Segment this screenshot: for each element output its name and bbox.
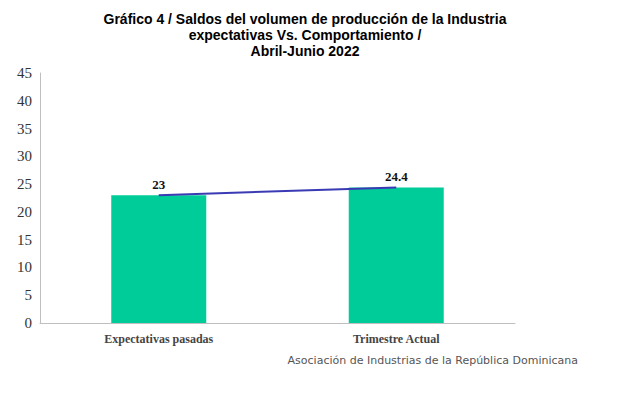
svg-text:Trimestre Actual: Trimestre Actual (353, 332, 440, 346)
svg-text:35: 35 (17, 121, 32, 137)
svg-text:5: 5 (25, 287, 33, 303)
svg-text:Expectativas pasadas: Expectativas pasadas (104, 332, 213, 346)
svg-text:10: 10 (17, 259, 32, 275)
svg-text:23: 23 (152, 177, 166, 192)
svg-text:25: 25 (17, 176, 32, 192)
svg-text:expectativas Vs. Comportamient: expectativas Vs. Comportamiento / (189, 27, 422, 43)
svg-text:Abril-Junio 2022: Abril-Junio 2022 (251, 43, 360, 59)
svg-text:30: 30 (17, 148, 32, 164)
svg-text:Gráfico 4 / Saldos del volumen: Gráfico 4 / Saldos del volumen de produc… (104, 11, 507, 27)
svg-text:45: 45 (17, 65, 32, 81)
svg-text:24.4: 24.4 (385, 169, 408, 184)
svg-text:20: 20 (17, 204, 32, 220)
svg-text:0: 0 (25, 315, 33, 331)
svg-text:40: 40 (17, 93, 32, 109)
svg-text:15: 15 (17, 232, 32, 248)
svg-text:Asociación de Industrias de la: Asociación de Industrias de la República… (288, 354, 578, 367)
